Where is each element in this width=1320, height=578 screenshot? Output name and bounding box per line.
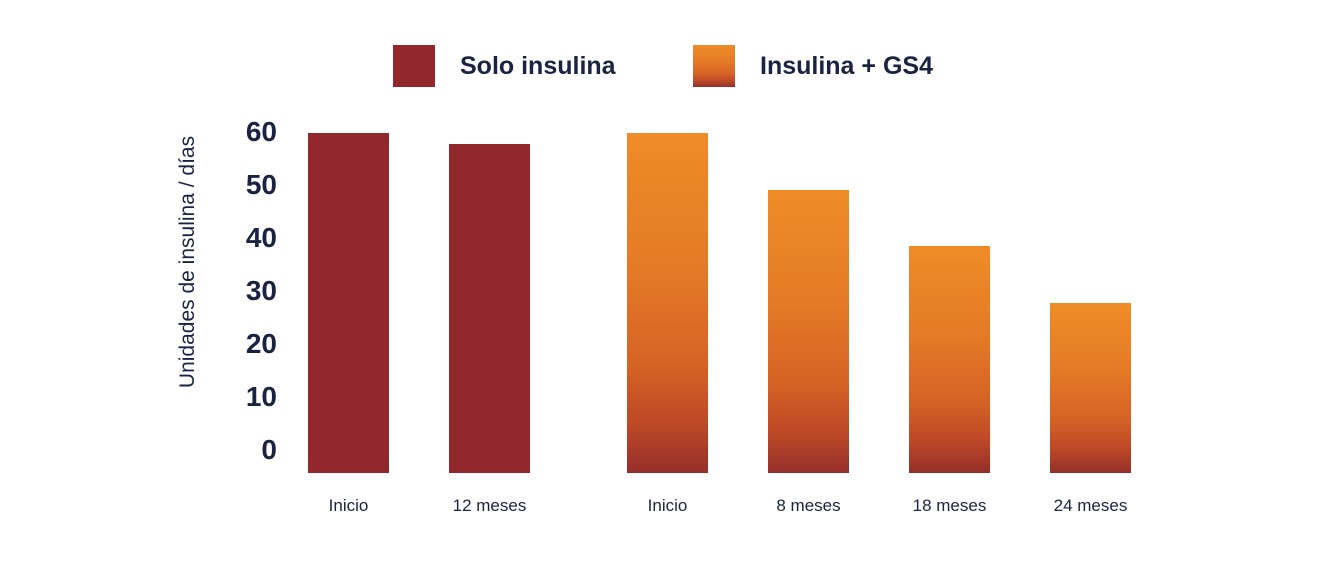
y-axis-tick-40: 40 xyxy=(245,222,277,253)
y-axis-tick-50: 50 xyxy=(245,169,277,200)
legend-swatch-insulina-gs4 xyxy=(693,45,735,87)
legend-item-solo-insulina: Solo insulina xyxy=(393,45,616,87)
x-axis-label-insulina-gs4-8-meses: 8 meses xyxy=(776,496,841,515)
y-axis-tick-30: 30 xyxy=(245,275,277,306)
x-axis-label-solo-insulina-inicio: Inicio xyxy=(328,496,369,515)
x-axis-label-insulina-gs4-18-meses: 18 meses xyxy=(912,496,987,515)
y-axis-tick-0: 0 xyxy=(261,434,277,465)
bar-insulina-gs4-inicio xyxy=(627,133,708,473)
x-axis-label-insulina-gs4-inicio: Inicio xyxy=(647,496,688,515)
bar-insulina-gs4-18-meses xyxy=(909,246,990,473)
y-axis-tick-60: 60 xyxy=(245,116,277,147)
x-axis-label-solo-insulina-12-meses: 12 meses xyxy=(452,496,527,515)
bar-insulina-gs4-24-meses xyxy=(1050,303,1131,473)
legend-item-insulina-gs4: Insulina + GS4 xyxy=(693,45,933,87)
x-axis-label-insulina-gs4-24-meses: 24 meses xyxy=(1053,496,1128,515)
y-axis-tick-10: 10 xyxy=(245,381,277,412)
legend-label-insulina-gs4: Insulina + GS4 xyxy=(760,52,933,80)
y-axis-tick-20: 20 xyxy=(245,328,277,359)
bar-solo-insulina-12-meses xyxy=(449,144,530,473)
legend-label-solo-insulina: Solo insulina xyxy=(460,52,616,80)
bar-solo-insulina-inicio xyxy=(308,133,389,473)
bar-insulina-gs4-8-meses xyxy=(768,189,849,473)
legend-swatch-solo-insulina xyxy=(393,45,435,87)
